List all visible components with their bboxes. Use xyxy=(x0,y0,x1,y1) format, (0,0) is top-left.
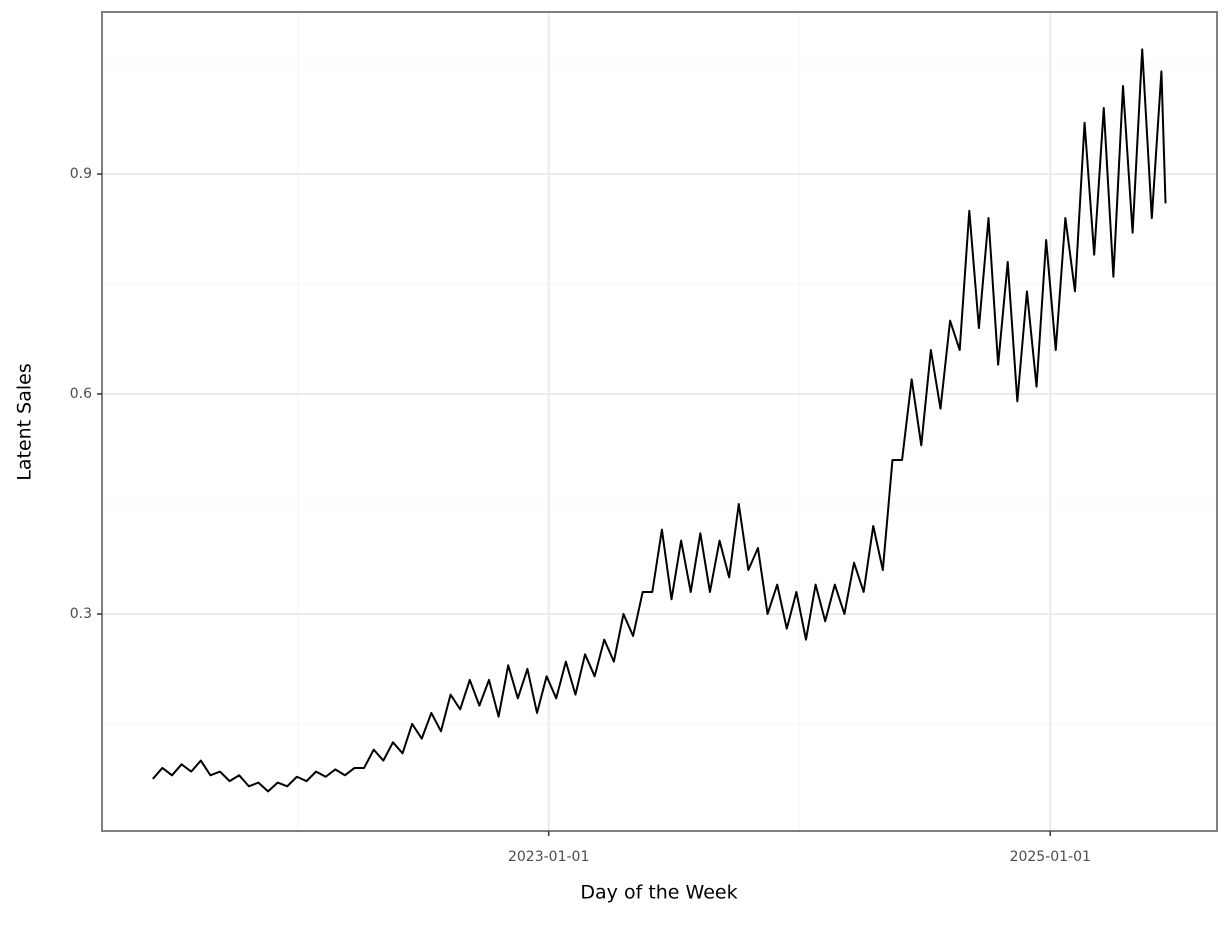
y-axis-title: Latent Sales xyxy=(14,363,36,480)
axes: 0.3 0.6 0.9 2023-01-01 2025-01-01 xyxy=(70,166,1091,865)
x-tick-label: 2023-01-01 xyxy=(508,849,589,865)
x-axis-title: Day of the Week xyxy=(580,882,737,904)
plot-area xyxy=(152,48,1167,793)
data-line xyxy=(152,48,1167,793)
y-tick-label: 0.3 xyxy=(70,606,92,622)
y-tick-label: 0.9 xyxy=(70,166,92,182)
y-tick-label: 0.6 xyxy=(70,386,92,402)
x-tick-label: 2025-01-01 xyxy=(1010,849,1091,865)
grid xyxy=(102,12,1217,831)
panel-border xyxy=(101,11,1218,832)
